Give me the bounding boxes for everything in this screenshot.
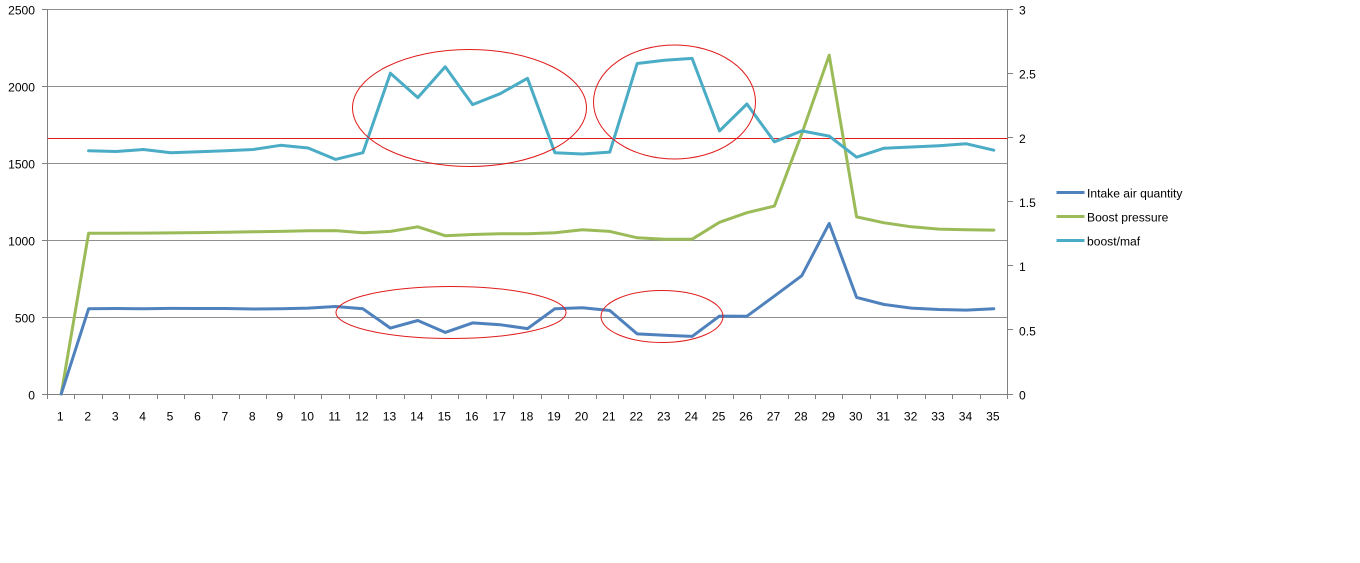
svg-text:33: 33 [931, 410, 945, 424]
svg-text:10: 10 [300, 410, 314, 424]
svg-text:5: 5 [167, 410, 174, 424]
svg-text:2: 2 [1019, 132, 1026, 146]
svg-text:32: 32 [904, 410, 918, 424]
svg-text:22: 22 [630, 410, 644, 424]
svg-text:27: 27 [767, 410, 781, 424]
svg-text:31: 31 [876, 410, 890, 424]
svg-text:14: 14 [410, 410, 424, 424]
svg-text:11: 11 [328, 410, 341, 424]
svg-text:1000: 1000 [8, 235, 35, 249]
svg-text:2.5: 2.5 [1019, 68, 1036, 82]
svg-text:7: 7 [222, 410, 229, 424]
svg-text:9: 9 [276, 410, 283, 424]
svg-text:24: 24 [684, 410, 698, 424]
svg-text:1.5: 1.5 [1019, 196, 1036, 210]
svg-text:35: 35 [986, 410, 1000, 424]
svg-text:28: 28 [794, 410, 808, 424]
svg-text:boost/maf: boost/maf [1087, 234, 1141, 248]
svg-text:21: 21 [602, 410, 616, 424]
svg-text:34: 34 [959, 410, 973, 424]
svg-text:Boost pressure: Boost pressure [1087, 210, 1169, 224]
svg-text:0.5: 0.5 [1019, 324, 1036, 338]
svg-text:17: 17 [492, 410, 506, 424]
svg-text:3: 3 [112, 410, 119, 424]
svg-text:2000: 2000 [8, 81, 35, 95]
svg-text:20: 20 [575, 410, 589, 424]
svg-text:1500: 1500 [8, 158, 35, 172]
svg-text:12: 12 [355, 410, 369, 424]
svg-text:8: 8 [249, 410, 256, 424]
svg-text:16: 16 [465, 410, 479, 424]
svg-text:15: 15 [438, 410, 452, 424]
svg-text:Intake air quantity: Intake air quantity [1087, 186, 1183, 200]
svg-text:2500: 2500 [8, 4, 35, 18]
svg-text:1: 1 [1019, 260, 1026, 274]
svg-text:0: 0 [28, 389, 35, 403]
svg-text:30: 30 [849, 410, 863, 424]
svg-text:500: 500 [15, 312, 35, 326]
svg-text:25: 25 [712, 410, 726, 424]
svg-text:26: 26 [739, 410, 753, 424]
svg-text:29: 29 [822, 410, 836, 424]
svg-text:23: 23 [657, 410, 671, 424]
svg-text:1: 1 [57, 410, 64, 424]
svg-text:0: 0 [1019, 389, 1026, 403]
svg-text:2: 2 [84, 410, 91, 424]
svg-text:13: 13 [383, 410, 397, 424]
svg-text:18: 18 [520, 410, 534, 424]
svg-text:4: 4 [139, 410, 146, 424]
svg-text:19: 19 [547, 410, 561, 424]
svg-text:3: 3 [1019, 4, 1026, 18]
svg-text:6: 6 [194, 410, 201, 424]
